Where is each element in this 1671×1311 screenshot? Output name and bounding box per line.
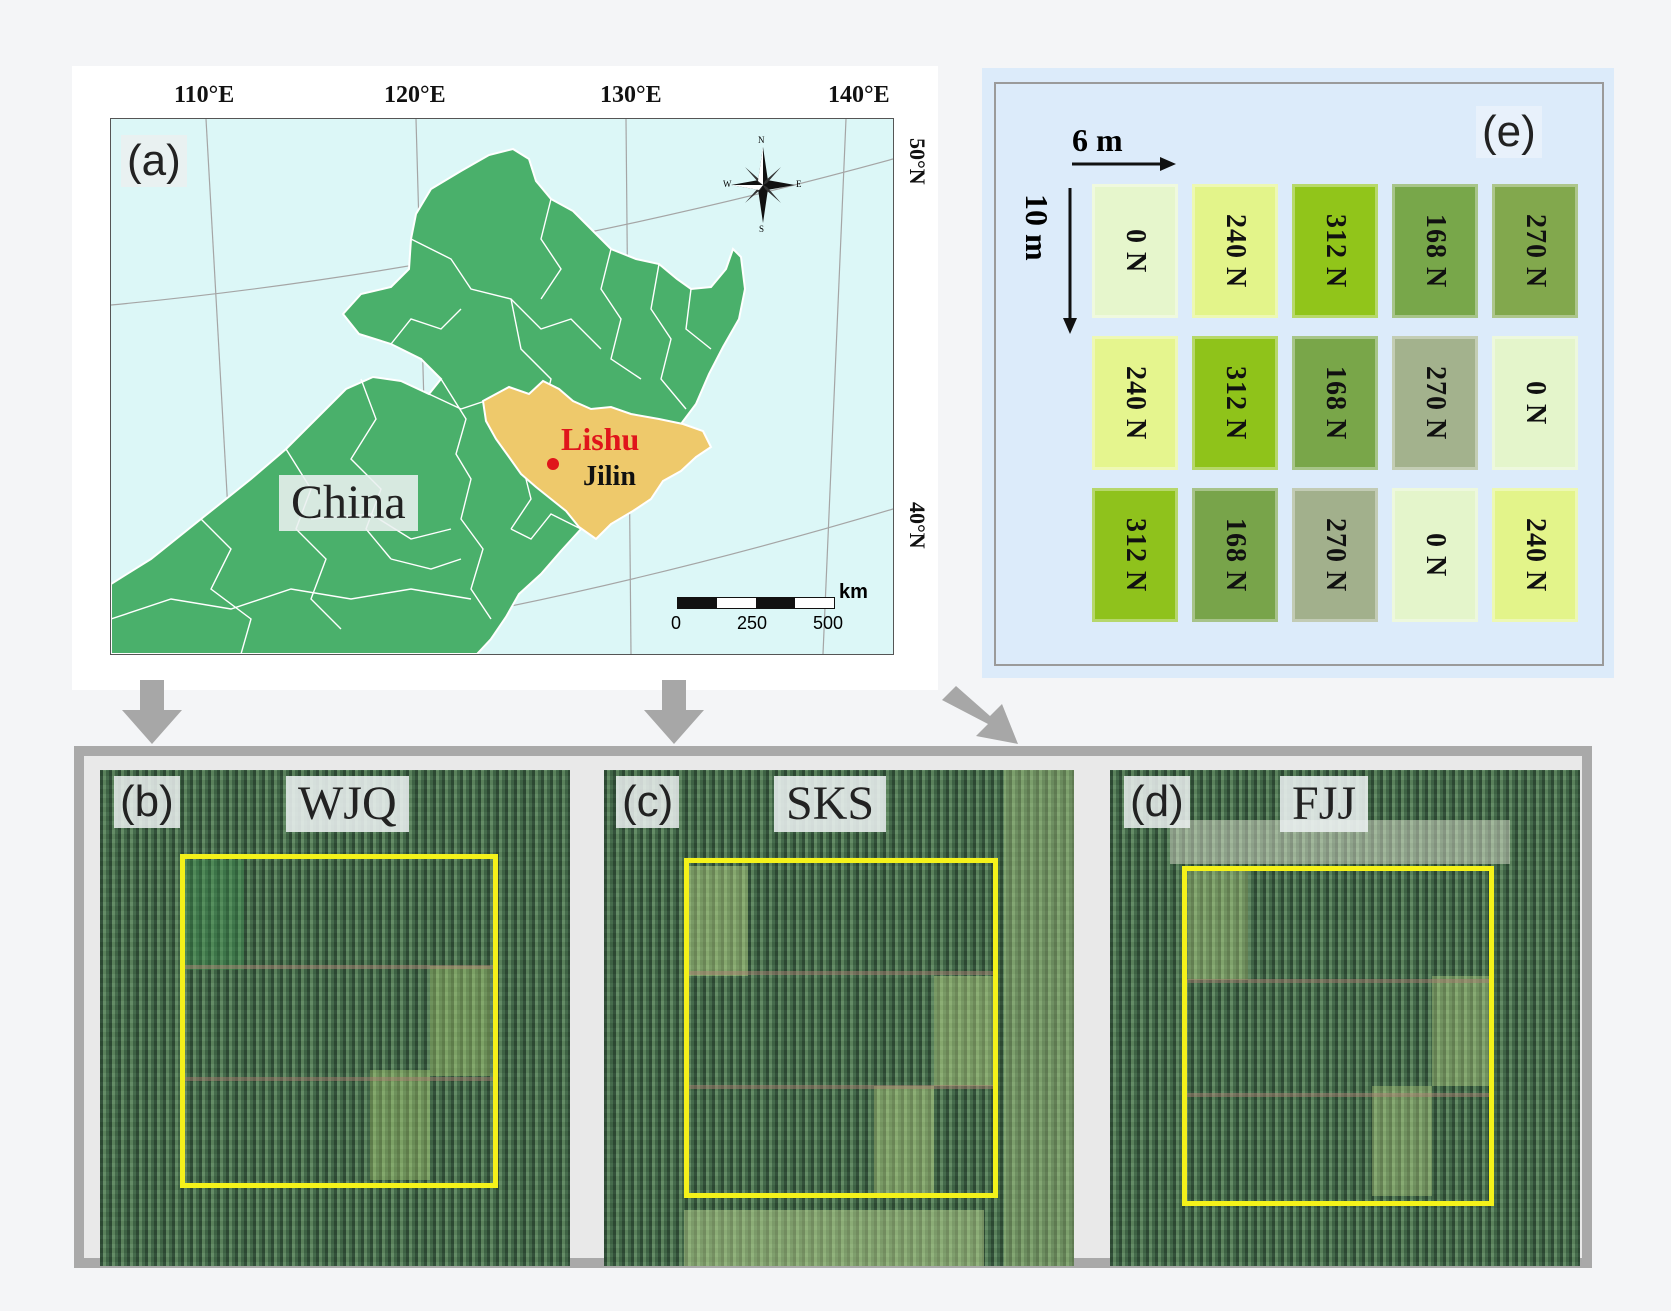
- scale-tick-250: 250: [737, 613, 768, 633]
- compass-s: S: [759, 224, 765, 234]
- plot-cell: 270 N: [1392, 336, 1478, 470]
- plot-grid: 0 N 240 N 312 N 168 N 270 N 240 N 312 N 168 N 27…: [996, 84, 1602, 664]
- map-svg: [111, 119, 893, 654]
- uav-photo-sks: (c) SKS: [604, 770, 1074, 1266]
- crop-patch: [688, 866, 748, 976]
- compass-rose: N S W E: [723, 135, 802, 235]
- lon-label-110: 110°E: [174, 82, 235, 108]
- plot-divider-path: [180, 965, 498, 970]
- plot-cell: 270 N: [1292, 488, 1378, 622]
- crop-patch: [1372, 1086, 1432, 1196]
- scale-tick-0: 0: [671, 613, 682, 633]
- panel-a-map: 110°E 120°E 130°E 140°E 50°N 40°N: [72, 66, 938, 690]
- plot-cell-label: 168 N: [1320, 365, 1351, 441]
- plot-cell-label: 312 N: [1220, 365, 1251, 441]
- plot-cell: 312 N: [1292, 184, 1378, 318]
- plot-cell-label: 0 N: [1520, 380, 1551, 426]
- jilin-province: [481, 379, 713, 541]
- compass-icon: [731, 147, 795, 223]
- plot-cell: 0 N: [1492, 336, 1578, 470]
- lon-label-140: 140°E: [828, 82, 890, 108]
- plot-cell-label: 168 N: [1420, 213, 1451, 289]
- panel-tag: (d): [1124, 776, 1190, 828]
- panel-tag: (b): [114, 776, 180, 828]
- uav-photo-wjq: (b) WJQ: [100, 770, 570, 1266]
- plot-divider-path: [684, 1084, 998, 1089]
- admin-borders: [111, 198, 712, 654]
- crop-patch: [684, 1210, 984, 1266]
- plot-cell: 0 N: [1092, 184, 1178, 318]
- panel-e-frame: (e) 6 m 10 m 0 N 240 N 312 N 168 N 270 N 240 …: [994, 82, 1604, 666]
- plot-cell-label: 270 N: [1320, 517, 1351, 593]
- site-title: WJQ: [286, 776, 409, 832]
- plot-cell-label: 168 N: [1220, 517, 1251, 593]
- panel-tag: (c): [616, 776, 680, 828]
- map-frame: (a) China Lishu Jilin N S W E: [110, 118, 894, 655]
- plot-cell: 0 N: [1392, 488, 1478, 622]
- site-title: FJJ: [1280, 776, 1369, 832]
- lishu-label: Lishu: [561, 421, 640, 457]
- crop-patch: [1188, 870, 1248, 980]
- scale-unit: km: [839, 581, 868, 603]
- crop-patch: [874, 1086, 934, 1196]
- china-landmass: [111, 147, 747, 654]
- plot-divider-path: [1182, 1092, 1494, 1097]
- arrow-diagonal-d-icon: [942, 686, 1018, 744]
- plot-cell-label: 0 N: [1420, 532, 1451, 578]
- plot-divider-path: [1182, 979, 1494, 984]
- experiment-boundary-box: [1182, 866, 1494, 1206]
- plot-cell: 270 N: [1492, 184, 1578, 318]
- arrow-down-c-icon: [644, 680, 704, 744]
- crop-patch: [370, 1070, 430, 1180]
- crop-patch: [430, 966, 490, 1076]
- panel-e-tag: (e): [1476, 106, 1542, 158]
- plot-cell: 312 N: [1192, 336, 1278, 470]
- plot-divider-path: [684, 971, 998, 976]
- compass-n: N: [758, 135, 765, 145]
- plot-cell-label: 0 N: [1120, 228, 1151, 274]
- plot-divider-path: [180, 1076, 498, 1081]
- width-arrow-icon: [1072, 157, 1176, 171]
- crop-patch: [934, 976, 994, 1086]
- plot-cell: 168 N: [1292, 336, 1378, 470]
- panel-e-plot-layout: (e) 6 m 10 m 0 N 240 N 312 N 168 N 270 N 240 …: [982, 68, 1614, 678]
- crop-patch: [1004, 770, 1074, 1266]
- length-arrow-icon: [1063, 188, 1077, 334]
- arrow-down-b-icon: [122, 680, 182, 744]
- compass-w: W: [723, 179, 732, 189]
- plot-cell-label: 240 N: [1120, 365, 1151, 441]
- plot-cell: 168 N: [1192, 488, 1278, 622]
- plot-cell-label: 270 N: [1520, 213, 1551, 289]
- plot-cell-label: 270 N: [1420, 365, 1451, 441]
- lishu-site-marker: [547, 458, 559, 470]
- width-label: 6 m: [1072, 122, 1123, 158]
- uav-photo-fjj: (d) FJJ: [1110, 770, 1580, 1266]
- plot-cell-label: 240 N: [1520, 517, 1551, 593]
- lat-label-50: 50°N: [905, 138, 930, 185]
- crop-patch: [184, 860, 244, 970]
- plot-cell: 312 N: [1092, 488, 1178, 622]
- plot-cell-label: 240 N: [1220, 213, 1251, 289]
- plot-cell-label: 312 N: [1120, 517, 1151, 593]
- plot-cell: 240 N: [1492, 488, 1578, 622]
- panel-a-tag: (a): [121, 135, 187, 187]
- plot-cell: 240 N: [1192, 184, 1278, 318]
- scale-bar: [677, 597, 835, 609]
- compass-e: E: [796, 179, 802, 189]
- crop-patch: [1432, 976, 1492, 1086]
- experiment-boundary-box: [180, 854, 498, 1188]
- site-title: SKS: [774, 776, 887, 832]
- plot-cell: 168 N: [1392, 184, 1478, 318]
- lon-label-130: 130°E: [600, 82, 662, 108]
- scale-tick-500: 500: [813, 613, 844, 633]
- lon-label-120: 120°E: [384, 82, 446, 108]
- jilin-label: Jilin: [583, 461, 636, 492]
- experiment-boundary-box: [684, 858, 998, 1198]
- plot-cell: 240 N: [1092, 336, 1178, 470]
- china-label: China: [279, 475, 418, 531]
- plot-cell-label: 312 N: [1320, 213, 1351, 289]
- lat-label-40: 40°N: [905, 502, 930, 549]
- length-label: 10 m: [1019, 194, 1055, 261]
